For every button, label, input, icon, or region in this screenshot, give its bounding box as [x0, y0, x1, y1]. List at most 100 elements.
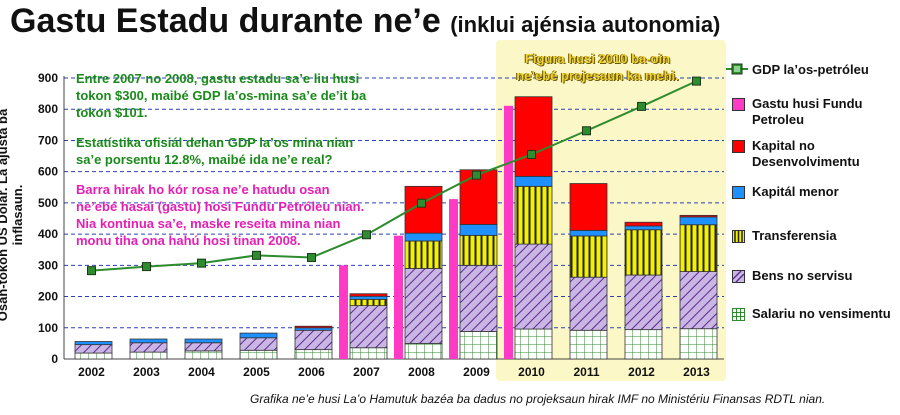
bar-segment-minor [514, 175, 553, 187]
bar-segment-goods [514, 243, 553, 330]
gdp-point [87, 266, 96, 276]
bar-segment-minor [679, 216, 718, 226]
annotation-line: Estatístika ofisiál dehan GDP la’os mina… [76, 135, 354, 150]
annotation-petroleum-fund: Barra hirak ho kór rosa ne’e hatudu osan… [76, 181, 364, 249]
bar-segment-salaries [294, 349, 333, 360]
bar-segment-minor [404, 232, 443, 242]
x-tick-label: 2002 [78, 365, 105, 379]
bar-segment-salaries [569, 329, 608, 360]
gdp-point [197, 258, 206, 268]
x-tick-label: 2005 [243, 365, 270, 379]
bar-segment-minor [459, 224, 498, 236]
petroleum-fund-bar [504, 105, 513, 359]
x-tick-label: 2007 [353, 365, 380, 379]
bar-segment-salaries [514, 328, 553, 360]
bar-segment-salaries [184, 350, 223, 360]
legend-label: Kapitál menor [752, 184, 839, 199]
bar-segment-goods [294, 329, 333, 351]
x-tick-label: 2013 [683, 365, 710, 379]
y-tick-label: 800 [38, 102, 58, 116]
x-tick-label: 2003 [133, 365, 160, 379]
bar-segment-minor [184, 338, 223, 344]
bar-segment-salaries [679, 328, 718, 360]
bar-segment-goods [569, 276, 608, 331]
bar-segment-transfers [679, 224, 718, 272]
legend-label: Transferensia [752, 228, 837, 243]
gdp-point [692, 76, 701, 86]
y-tick-label: 600 [38, 165, 58, 179]
annotation-line: ne’ebé hasai (gastu) hosi Fundu Petróleu… [76, 199, 365, 214]
legend-swatch-petroleum-fund [732, 98, 745, 111]
y-tick-label: 400 [38, 227, 58, 241]
annotation-gdp-growth: Entre 2007 no 2008, gastu estadu sa’e li… [76, 70, 366, 121]
bar-segment-transfers [569, 235, 608, 278]
gdp-point [582, 126, 591, 136]
legend-swatch-goods [732, 270, 745, 283]
projection-note-line: ne’ebé projesaun ka mehi. [516, 68, 679, 83]
bar-segment-development [679, 214, 718, 218]
gdp-point [527, 149, 536, 159]
gdp-point [307, 253, 316, 263]
annotation-line: Nia kontinua sa’e, maske reseita mina ni… [76, 216, 341, 231]
bar-segment-goods [239, 337, 278, 351]
y-tick-label: 700 [38, 133, 58, 147]
y-tick-label: 200 [38, 290, 58, 304]
bar-segment-minor [239, 332, 278, 339]
bar-segment-goods [459, 264, 498, 332]
bar-segment-salaries [624, 329, 663, 360]
x-tick-label: 2012 [628, 365, 655, 379]
bar-segment-goods [129, 342, 168, 353]
bar-segment-development [624, 221, 663, 227]
source-note: Grafika ne’e husi La’o Hamutuk bazéa ba … [250, 392, 826, 406]
gdp-point [362, 230, 371, 240]
bar-segment-minor [624, 225, 663, 231]
bar-segment-salaries [239, 349, 278, 360]
legend-label: Kapital no Desenvolvimentu [752, 138, 860, 169]
x-tick-label: 2004 [188, 365, 215, 379]
bar-segment-goods [404, 268, 443, 344]
y-tick-label: 900 [38, 71, 58, 85]
annotation-line: monu tiha ona hahú hosi tinan 2008. [76, 233, 301, 248]
bar-segment-transfers [404, 240, 443, 269]
bar-segment-minor [349, 295, 388, 300]
bar-segment-goods [74, 344, 113, 354]
legend-swatch-transfers [732, 230, 745, 243]
gdp-point [472, 170, 481, 180]
petroleum-fund-bar [394, 235, 403, 359]
y-tick-label: 0 [51, 352, 58, 366]
legend-swatch-gdp [726, 63, 748, 75]
bar-segment-goods [679, 271, 718, 330]
legend-label: Bens no servisu [752, 268, 853, 283]
bar-segment-development [294, 325, 333, 329]
y-tick-label: 500 [38, 196, 58, 210]
bar-segment-transfers [624, 229, 663, 276]
projection-note: Figura husi 2010 ba-oin ne’ebé projesaun… [505, 50, 690, 84]
x-tick-label: 2008 [408, 365, 435, 379]
chart-title: Gastu Estadu durante ne’e (inklui ajénsi… [10, 2, 721, 40]
annotation-line: Entre 2007 no 2008, gastu estadu sa’e li… [76, 71, 360, 86]
bar-segment-minor [74, 341, 113, 346]
projection-note-line: Figura husi 2010 ba-oin [524, 51, 671, 66]
legend-swatch-minor-capital [732, 186, 745, 199]
bar-segment-development [569, 183, 608, 231]
bar-segment-salaries [74, 352, 113, 360]
bar-segment-salaries [349, 347, 388, 360]
bar-segment-goods [349, 305, 388, 349]
bar-segment-goods [184, 342, 223, 352]
bar-segment-minor [569, 229, 608, 237]
petroleum-fund-bar [339, 265, 348, 359]
bar-segment-goods [624, 274, 663, 331]
chart-subtitle: (inklui ajénsia autonomia) [450, 12, 721, 37]
bar-segment-transfers [349, 298, 388, 307]
bar-segment-salaries [459, 331, 498, 360]
annotation-line: tokon $300, maibé GDP la’os-mina sa’e de… [76, 88, 367, 103]
legend-swatch-development [732, 140, 745, 153]
bar-segment-transfers [514, 185, 553, 245]
y-axis-label: Osan-tokon US Dolar. La ajusta ba inflas… [0, 108, 25, 322]
y-tick-label: 100 [38, 321, 58, 335]
x-tick-label: 2010 [518, 365, 545, 379]
gdp-point [142, 262, 151, 272]
legend-label: Salariu no vensimentu [752, 306, 891, 321]
annotation-line: tokon $101. [76, 105, 148, 120]
